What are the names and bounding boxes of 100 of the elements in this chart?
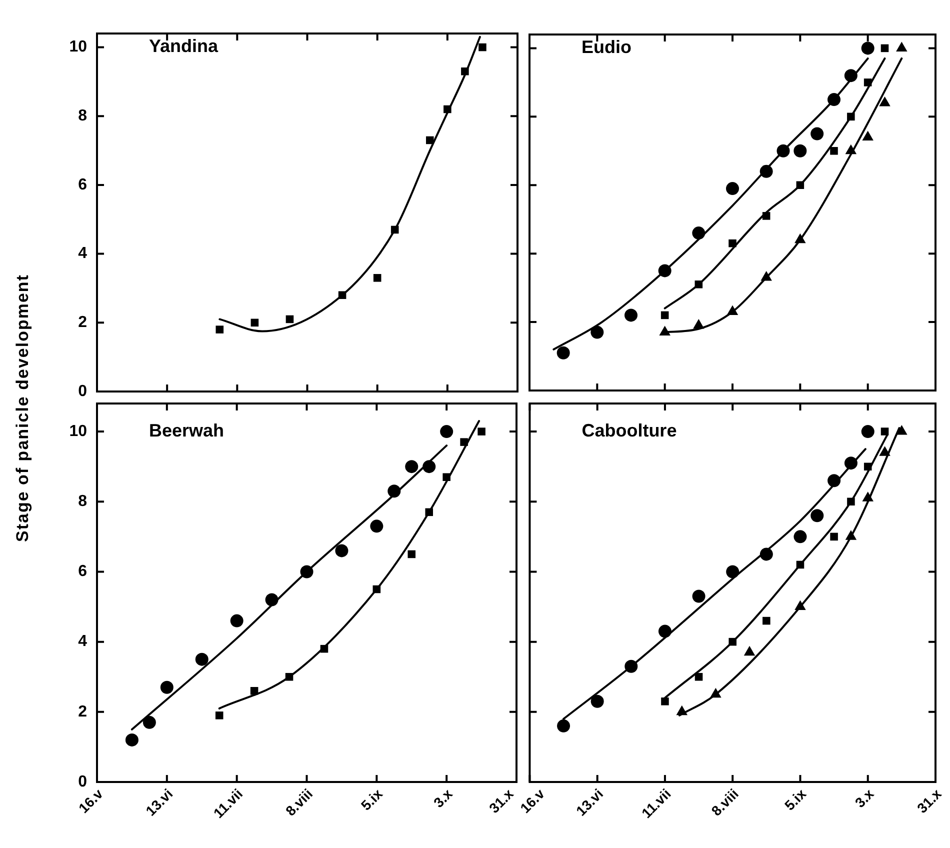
y-tick-label: 2 [78,314,88,332]
text: Beerwah [149,420,224,441]
point [692,226,706,240]
point [624,660,638,673]
point [776,144,790,158]
point [590,694,604,708]
point [658,624,672,638]
point [861,425,874,438]
point [478,428,486,436]
point [216,326,224,334]
point [828,93,840,106]
y-tick-label: 4 [78,633,88,650]
y-tick-label: 6 [78,563,88,580]
x-tick-label: 3.x [852,785,877,811]
point [624,308,638,322]
y-tick-label: 10 [69,422,88,440]
point [125,733,138,746]
point [762,212,770,220]
point [422,460,436,474]
point [215,712,224,720]
point [710,688,722,698]
point [557,719,570,732]
point [286,315,294,324]
y-tick-label: 2 [78,703,88,720]
x-tick-label: 5.ix [358,785,386,814]
point [880,428,889,436]
point [744,646,756,656]
point [370,520,384,533]
point [844,456,858,470]
point [372,585,381,594]
point [405,460,418,474]
chart-title: Yandina [149,36,220,56]
point [694,280,703,288]
point [461,67,469,76]
point [830,146,838,155]
x-tick-label: 31.x [486,785,516,816]
point [408,550,416,558]
point [762,616,770,625]
point [373,274,382,282]
point [794,233,806,244]
point [320,644,328,653]
text: Caboolture [582,420,677,441]
point [590,326,604,339]
point [338,291,346,300]
point [847,112,855,121]
point [692,590,706,603]
point [694,672,703,681]
point [478,43,486,52]
point [460,438,468,446]
point [300,565,314,578]
point [796,560,804,569]
y-tick-label: 0 [78,773,88,790]
point [425,508,433,516]
point [444,105,452,114]
point [794,530,807,544]
point [250,686,258,695]
point [794,144,807,158]
point [830,532,838,541]
point [728,239,736,248]
point [440,425,454,438]
point [335,544,348,558]
point [880,44,889,52]
point [861,42,874,55]
point [230,614,244,628]
point [726,182,739,196]
point [760,164,773,178]
point [658,264,672,278]
y-tick-label: 8 [78,493,88,510]
point [726,305,738,316]
point [844,69,858,82]
point [676,705,688,716]
point [661,698,669,706]
point [659,326,670,336]
point [828,474,841,488]
point [760,548,773,561]
point [426,136,434,144]
point [160,680,174,694]
y-tick-label: 0 [78,382,88,400]
point [142,716,156,729]
y-axis-title: Stage of panicle development [13,274,33,542]
point [728,638,736,646]
point [760,271,772,281]
point [693,318,704,329]
point [810,127,824,140]
y-tick-label: 4 [78,245,88,262]
point [847,498,855,506]
line-series [130,444,448,730]
x-tick-label: 5.ix [781,785,810,814]
point [810,509,824,522]
point [265,593,278,606]
y-tick-label: 6 [78,176,88,194]
point [796,181,804,190]
y-tick-label: 10 [69,38,88,56]
point [195,652,208,666]
point [390,226,399,234]
point [250,318,259,327]
point [726,565,740,578]
x-tick-label: 31.x [914,785,944,816]
point [794,600,806,610]
y-tick-label: 8 [78,108,88,125]
